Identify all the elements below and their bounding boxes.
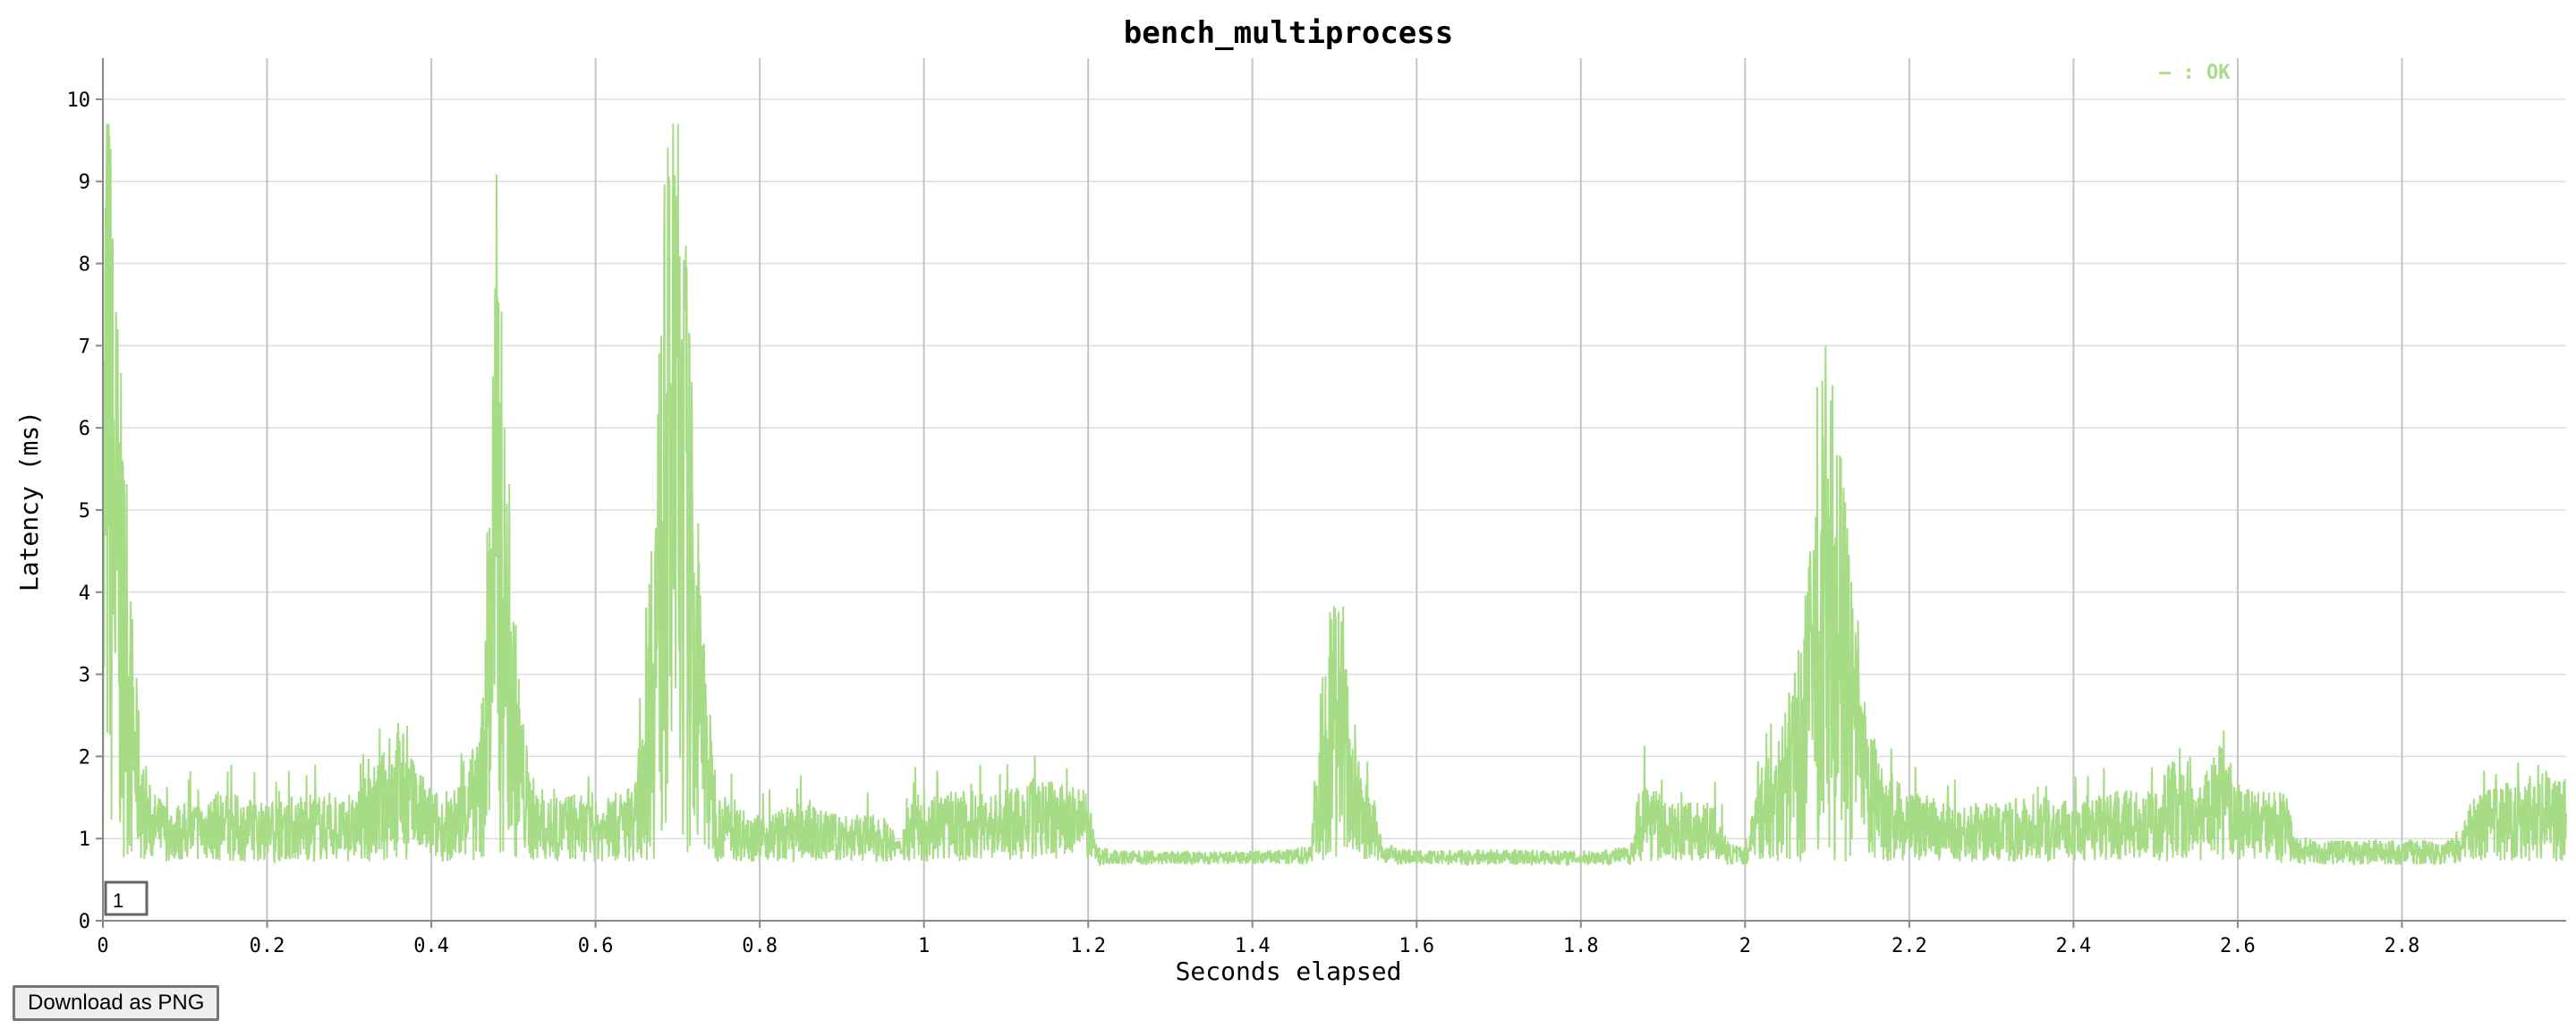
y-axis-ticks: 0 1 2 3 4 5 6 7 8 9 10 <box>67 89 103 933</box>
x-tick-label: 2.4 <box>2056 935 2092 957</box>
y-tick-label: 9 <box>79 172 90 194</box>
y-tick-label: 1 <box>79 829 90 851</box>
x-tick-label: 0.2 <box>250 935 285 957</box>
y-tick-label: 3 <box>79 665 90 687</box>
y-tick-label: 2 <box>79 746 90 769</box>
chart-title: bench_multiprocess <box>1124 15 1453 51</box>
x-tick-label: 1.4 <box>1235 935 1271 957</box>
x-tick-label: 2.2 <box>1892 935 1927 957</box>
download-png-button[interactable]: Download as PNG <box>13 985 220 1021</box>
y-tick-label: 10 <box>67 89 91 112</box>
x-tick-label: 0.8 <box>742 935 778 957</box>
y-tick-label: 8 <box>79 254 90 276</box>
x-axis-label: Seconds elapsed <box>1176 957 1402 986</box>
x-tick-label: 1.8 <box>1563 935 1599 957</box>
y-tick-label: 5 <box>79 500 90 523</box>
y-tick-label: 4 <box>79 583 90 605</box>
x-tick-label: 0.6 <box>578 935 614 957</box>
x-tick-label: 2.8 <box>2385 935 2420 957</box>
grid <box>103 58 2566 922</box>
y-tick-label: 6 <box>79 418 90 440</box>
x-tick-label: 1 <box>918 935 930 957</box>
axes <box>102 58 2566 922</box>
y-axis-label: Latency (ms) <box>14 411 44 591</box>
x-tick-label: 2.6 <box>2220 935 2256 957</box>
series-line-ok <box>102 123 2567 867</box>
series-ok <box>102 123 2567 867</box>
x-tick-label: 0.4 <box>413 935 449 957</box>
y-tick-label: 0 <box>79 911 90 933</box>
x-tick-label: 2 <box>1739 935 1751 957</box>
x-tick-label: 1.2 <box>1070 935 1106 957</box>
x-tick-label: 1.6 <box>1399 935 1434 957</box>
x-axis-ticks: 0 0.2 0.4 0.6 0.8 1 1.2 1.4 1.6 1.8 2 2.2 2.4 2.6 2.8 <box>97 921 2419 957</box>
series-index-box[interactable]: 1 <box>104 880 149 916</box>
y-tick-label: 7 <box>79 336 90 358</box>
x-tick-label: 0 <box>97 935 108 957</box>
legend: — : OK <box>2159 62 2231 84</box>
series-index-label: 1 <box>113 889 123 912</box>
legend-entry-ok: — : OK <box>2159 62 2231 84</box>
